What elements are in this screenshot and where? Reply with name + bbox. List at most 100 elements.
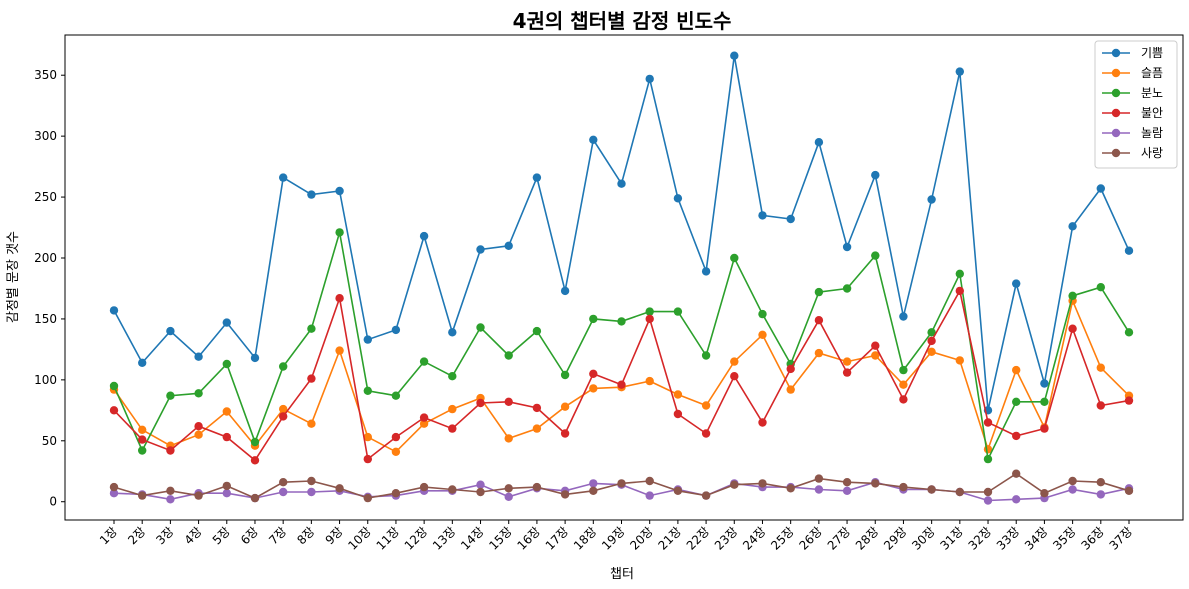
data-point [814, 485, 824, 494]
data-point [758, 309, 767, 319]
data-point [138, 435, 147, 444]
data-point [307, 419, 316, 428]
data-point [730, 357, 739, 366]
data-point [419, 419, 429, 428]
legend-label: 사랑 [1141, 146, 1163, 160]
data-point [955, 269, 964, 278]
data-point [250, 456, 260, 465]
data-point [279, 412, 288, 421]
data-point [701, 401, 711, 410]
data-point [899, 482, 908, 492]
data-point [1068, 485, 1077, 494]
data-point [138, 446, 147, 455]
data-point [166, 495, 175, 504]
legend-item: 분노 [1102, 86, 1163, 100]
legend-item: 기쁨 [1102, 46, 1163, 60]
data-point [927, 328, 936, 337]
y-axis-label: 감정별 문장 갯수 [6, 231, 21, 323]
data-point [222, 359, 231, 369]
data-point [645, 74, 654, 84]
data-point [194, 422, 203, 431]
data-point [730, 480, 739, 489]
data-point [448, 485, 457, 494]
data-point [1096, 478, 1106, 487]
data-point [194, 430, 203, 439]
data-point [279, 478, 288, 487]
data-point [166, 446, 175, 455]
data-point [814, 474, 824, 483]
data-point [983, 418, 993, 427]
data-point [730, 253, 739, 263]
data-point [701, 267, 711, 276]
data-point [363, 335, 372, 344]
data-point [476, 323, 485, 332]
data-point [335, 484, 344, 493]
data-point [814, 348, 824, 358]
legend-item: 슬픔 [1102, 66, 1163, 80]
data-point [532, 173, 542, 182]
data-point [532, 424, 542, 433]
y-tick-label: 0 [49, 495, 57, 509]
data-point [448, 372, 457, 381]
data-point [1124, 328, 1134, 337]
data-point [194, 389, 203, 398]
data-point [645, 491, 654, 500]
data-point [1124, 246, 1134, 255]
data-point [1040, 379, 1049, 388]
data-point [476, 398, 485, 408]
data-point [1124, 396, 1134, 405]
data-point [1012, 469, 1021, 478]
data-point [1012, 365, 1021, 375]
data-point [476, 480, 485, 489]
data-point [1124, 486, 1134, 495]
y-tick-label: 300 [34, 129, 57, 143]
legend-marker [1111, 108, 1121, 118]
data-point [222, 481, 231, 491]
data-point [363, 493, 372, 503]
data-point [589, 314, 598, 324]
data-point [589, 384, 598, 393]
data-point [786, 364, 795, 374]
data-point [391, 447, 401, 456]
data-point [560, 490, 570, 499]
y-tick-label: 100 [34, 373, 57, 387]
data-point [758, 211, 767, 220]
data-point [532, 326, 542, 336]
data-point [363, 454, 372, 464]
legend-item: 놀람 [1102, 126, 1163, 140]
data-point [927, 485, 936, 494]
data-point [504, 434, 513, 443]
data-point [222, 318, 231, 327]
legend-item: 사랑 [1102, 146, 1163, 160]
data-point [194, 352, 203, 361]
data-point [786, 214, 795, 224]
data-point [363, 432, 372, 442]
data-point [871, 170, 880, 180]
y-tick-label: 350 [34, 68, 57, 82]
data-point [307, 190, 316, 199]
x-axis-label: 챕터 [610, 567, 634, 582]
data-point [1012, 495, 1021, 504]
data-point [448, 404, 457, 414]
data-point [758, 479, 767, 488]
data-point [222, 489, 231, 498]
data-point [673, 486, 683, 495]
data-point [1040, 424, 1049, 433]
data-point [814, 138, 824, 147]
data-point [842, 284, 852, 293]
data-point [758, 418, 767, 427]
data-point [701, 491, 711, 500]
data-point [391, 489, 401, 498]
data-point [927, 195, 936, 204]
data-point [307, 476, 316, 486]
data-point [673, 390, 683, 399]
y-axis: 0 50 100 150 200 250 300 350 [34, 68, 65, 509]
data-point [307, 324, 316, 333]
data-point [166, 391, 175, 400]
data-point [786, 484, 795, 493]
data-point [1096, 184, 1106, 193]
data-point [758, 330, 767, 339]
data-point [871, 251, 880, 260]
data-point [476, 487, 485, 497]
